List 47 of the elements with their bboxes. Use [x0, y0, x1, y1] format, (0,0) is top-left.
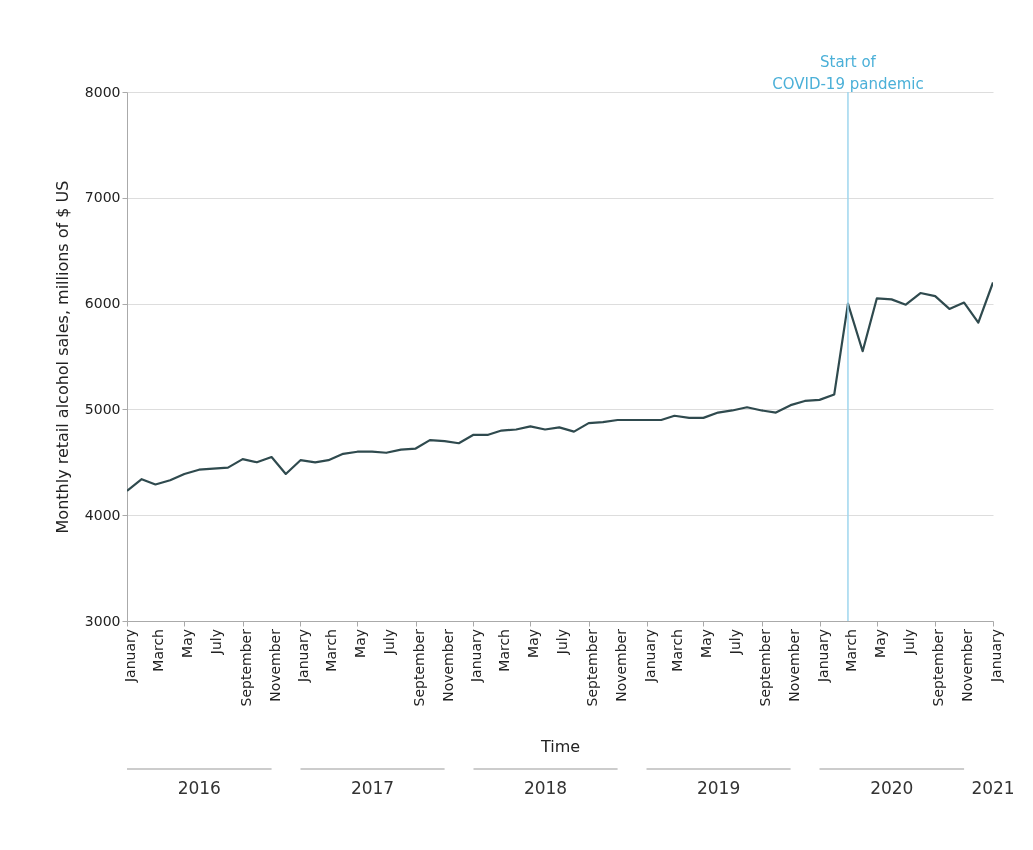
- x-tick-label: September: [583, 628, 600, 707]
- x-tick-label: May: [179, 629, 196, 658]
- x-tick-label: March: [496, 629, 513, 672]
- x-tick-label: May: [525, 629, 542, 658]
- x-tick-label: January: [641, 629, 658, 684]
- x-tick-label: July: [381, 629, 398, 656]
- ref-line-label: Start of COVID-19 pandemic: [772, 53, 924, 93]
- text: 2017: [350, 778, 395, 798]
- x-tick-label: March: [842, 629, 859, 672]
- x-tick-label: March: [150, 629, 167, 672]
- x-tick-label: November: [612, 628, 629, 702]
- text: 2018: [523, 778, 568, 798]
- x-tick-label: March: [669, 629, 686, 672]
- x-tick-label: September: [410, 628, 427, 707]
- y-tick-label: 8000: [84, 83, 121, 100]
- x-tick-label: November: [439, 628, 456, 702]
- x-tick-label: November: [266, 628, 283, 702]
- x-tick-label: January: [122, 629, 138, 684]
- x-tick-label: September: [930, 628, 947, 707]
- x-tick-label: July: [727, 629, 744, 656]
- y-tick-label: 6000: [84, 295, 121, 312]
- x-tick-label: November: [785, 628, 802, 702]
- x-tick-label: January: [814, 629, 831, 684]
- y-tick-label: 7000: [84, 189, 121, 206]
- y-tick-label: 4000: [84, 506, 121, 523]
- text: 2016: [177, 778, 221, 798]
- text: 2020: [870, 778, 914, 798]
- x-tick-label: January: [988, 629, 1004, 684]
- x-tick-label: May: [698, 629, 715, 658]
- x-tick-label: November: [959, 628, 976, 702]
- x-tick-label: January: [468, 629, 485, 684]
- x-tick-label: May: [871, 629, 888, 658]
- x-tick-label: March: [323, 629, 340, 672]
- x-tick-label: September: [756, 628, 773, 707]
- text: 2019: [696, 778, 741, 798]
- line-series: [127, 281, 993, 492]
- text: 2021: [971, 778, 1015, 798]
- x-tick-label: January: [295, 629, 312, 684]
- x-tick-label: May: [352, 629, 369, 658]
- x-tick-label: September: [237, 628, 254, 707]
- x-tick-label: July: [554, 629, 571, 656]
- y-tick-label: 5000: [84, 400, 121, 417]
- x-tick-label: July: [208, 629, 225, 656]
- x-axis-title: Time: [539, 737, 581, 756]
- x-tick-label: July: [900, 629, 917, 656]
- y-tick-label: 3000: [84, 612, 121, 629]
- y-axis-title: Monthly retail alcohol sales, millions of $ US: [52, 180, 72, 534]
